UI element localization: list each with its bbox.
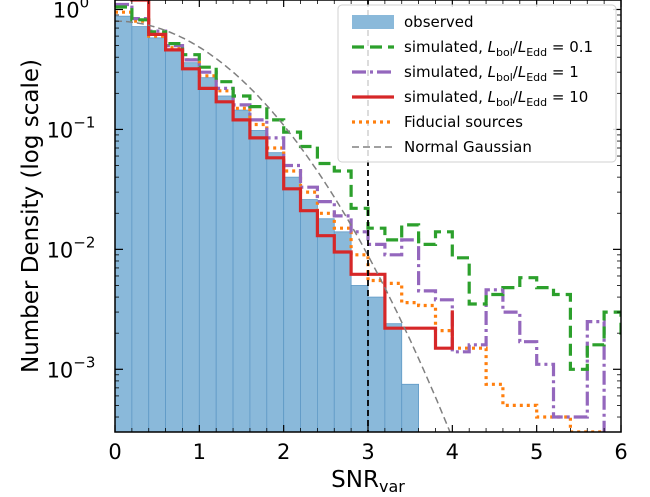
x-tick-label: 4 <box>446 440 459 464</box>
normal-gaussian-curve <box>115 20 451 432</box>
legend-frame <box>337 4 617 163</box>
x-tick-label: 1 <box>193 440 206 464</box>
legend-label-gauss: Normal Gaussian <box>404 138 532 156</box>
observed-bar <box>266 152 285 432</box>
legend: observed simulated, Lbol/LEdd = 0.1 simula… <box>337 4 617 163</box>
observed-bar <box>367 296 386 432</box>
legend-label-sim10: simulated, Lbol/LEdd = 10 <box>404 88 588 109</box>
observed-bar <box>165 48 183 432</box>
y-axis-title: Number Density (log scale) <box>18 59 44 373</box>
observed-bar <box>232 109 251 432</box>
x-tick-label: 6 <box>614 440 627 464</box>
series-line-fiducial <box>115 10 605 432</box>
x-axis-title: SNRvar <box>331 467 405 496</box>
observed-bars <box>115 15 420 432</box>
series-line-sim01 <box>115 5 621 371</box>
legend-label-fiducial: Fiducial sources <box>404 113 523 131</box>
x-tick-label: 0 <box>108 440 121 464</box>
legend-label-sim01: simulated, Lbol/LEdd = 0.1 <box>404 38 593 59</box>
x-tick-label: 5 <box>530 440 543 464</box>
y-tick-label: 10−1 <box>47 113 96 142</box>
legend-swatch-observed <box>352 15 394 29</box>
y-tick-label: 10−3 <box>47 353 96 382</box>
legend-label-sim1: simulated, Lbol/LEdd = 1 <box>404 63 579 84</box>
gaussian-curve <box>115 20 451 432</box>
y-tick-label: 100 <box>53 0 89 22</box>
legend-label-observed: observed <box>404 13 474 31</box>
observed-bar <box>215 95 234 432</box>
observed-bar <box>401 383 420 432</box>
observed-bar <box>300 199 318 432</box>
histogram-step-lines <box>115 0 621 432</box>
x-axis-ticks: 0 1 2 3 4 5 6 <box>108 0 628 464</box>
observed-bar <box>131 26 150 432</box>
observed-bar <box>316 218 335 432</box>
observed-bar <box>249 130 268 432</box>
observed-bar <box>283 176 301 432</box>
x-tick-label: 2 <box>277 440 290 464</box>
observed-bar <box>350 285 369 432</box>
observed-bar <box>148 37 167 432</box>
x-tick-label: 3 <box>361 440 374 464</box>
observed-bar <box>384 323 403 432</box>
observed-bar <box>182 62 200 432</box>
y-axis-ticks: 100 10−1 10−2 10−3 <box>47 0 621 433</box>
observed-bar <box>198 77 217 432</box>
y-tick-label: 10−2 <box>47 233 96 262</box>
observed-bar <box>333 231 352 432</box>
series-line-sim10 <box>130 0 454 350</box>
